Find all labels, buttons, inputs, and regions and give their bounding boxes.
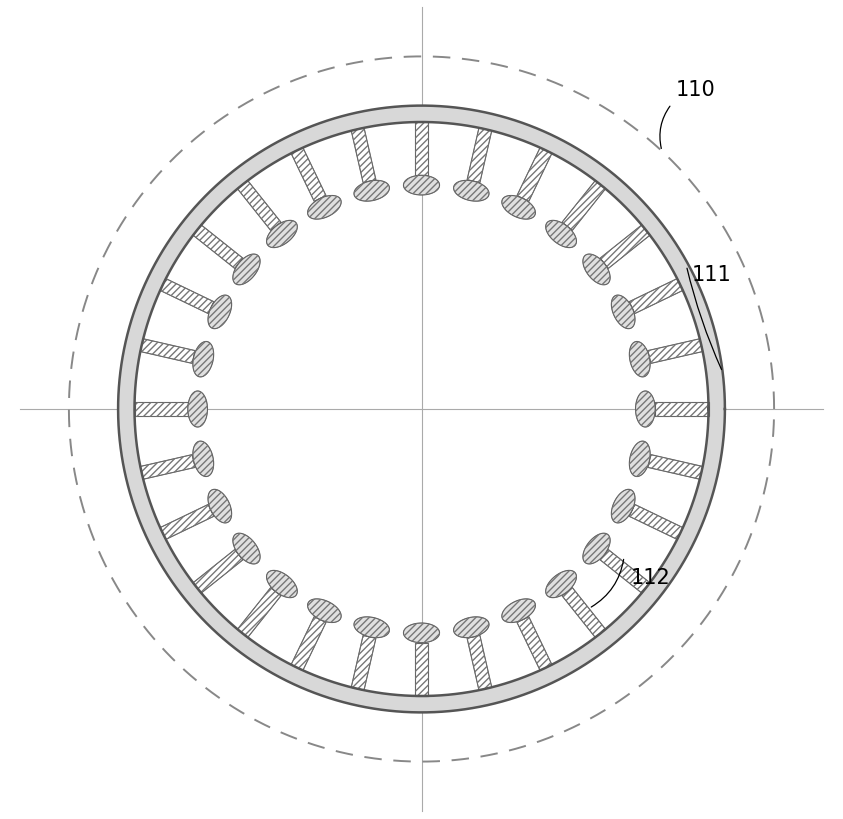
Polygon shape — [648, 455, 703, 480]
Polygon shape — [238, 588, 281, 638]
Polygon shape — [352, 129, 376, 183]
Text: 112: 112 — [631, 568, 670, 587]
Polygon shape — [562, 588, 605, 638]
Text: 110: 110 — [676, 80, 716, 100]
Polygon shape — [636, 391, 655, 428]
Polygon shape — [308, 600, 341, 622]
Polygon shape — [415, 643, 428, 696]
Polygon shape — [611, 490, 635, 523]
Polygon shape — [630, 441, 650, 477]
Polygon shape — [545, 571, 577, 598]
Polygon shape — [193, 441, 213, 477]
Polygon shape — [208, 490, 232, 523]
Polygon shape — [233, 533, 260, 564]
Polygon shape — [266, 571, 298, 598]
Polygon shape — [118, 106, 725, 713]
Polygon shape — [291, 617, 326, 671]
Text: 111: 111 — [692, 265, 732, 284]
Polygon shape — [467, 636, 491, 690]
Polygon shape — [454, 617, 489, 638]
Polygon shape — [354, 617, 389, 638]
Polygon shape — [583, 533, 610, 564]
Polygon shape — [517, 148, 552, 202]
Polygon shape — [193, 342, 213, 378]
Polygon shape — [415, 123, 428, 176]
Polygon shape — [352, 636, 376, 690]
Polygon shape — [648, 339, 703, 364]
Polygon shape — [354, 181, 389, 202]
Polygon shape — [629, 279, 683, 314]
Polygon shape — [404, 623, 439, 643]
Polygon shape — [266, 221, 298, 248]
Polygon shape — [308, 197, 341, 219]
Polygon shape — [545, 221, 577, 248]
Polygon shape — [517, 617, 552, 671]
Polygon shape — [630, 342, 650, 378]
Polygon shape — [193, 226, 243, 269]
Polygon shape — [233, 255, 260, 286]
Polygon shape — [291, 148, 326, 202]
Polygon shape — [454, 181, 489, 202]
Polygon shape — [611, 296, 635, 329]
Polygon shape — [140, 339, 195, 364]
Polygon shape — [600, 550, 650, 593]
Polygon shape — [160, 279, 214, 314]
Polygon shape — [208, 296, 232, 329]
Polygon shape — [188, 391, 207, 428]
Polygon shape — [467, 129, 491, 183]
Polygon shape — [600, 226, 650, 269]
Polygon shape — [160, 505, 214, 540]
Polygon shape — [238, 181, 281, 231]
Polygon shape — [140, 455, 195, 480]
Polygon shape — [562, 181, 605, 231]
Polygon shape — [583, 255, 610, 286]
Polygon shape — [135, 403, 188, 416]
Polygon shape — [629, 505, 683, 540]
Polygon shape — [502, 600, 535, 622]
Polygon shape — [193, 550, 243, 593]
Polygon shape — [655, 403, 708, 416]
Polygon shape — [502, 197, 535, 219]
Polygon shape — [404, 176, 439, 196]
